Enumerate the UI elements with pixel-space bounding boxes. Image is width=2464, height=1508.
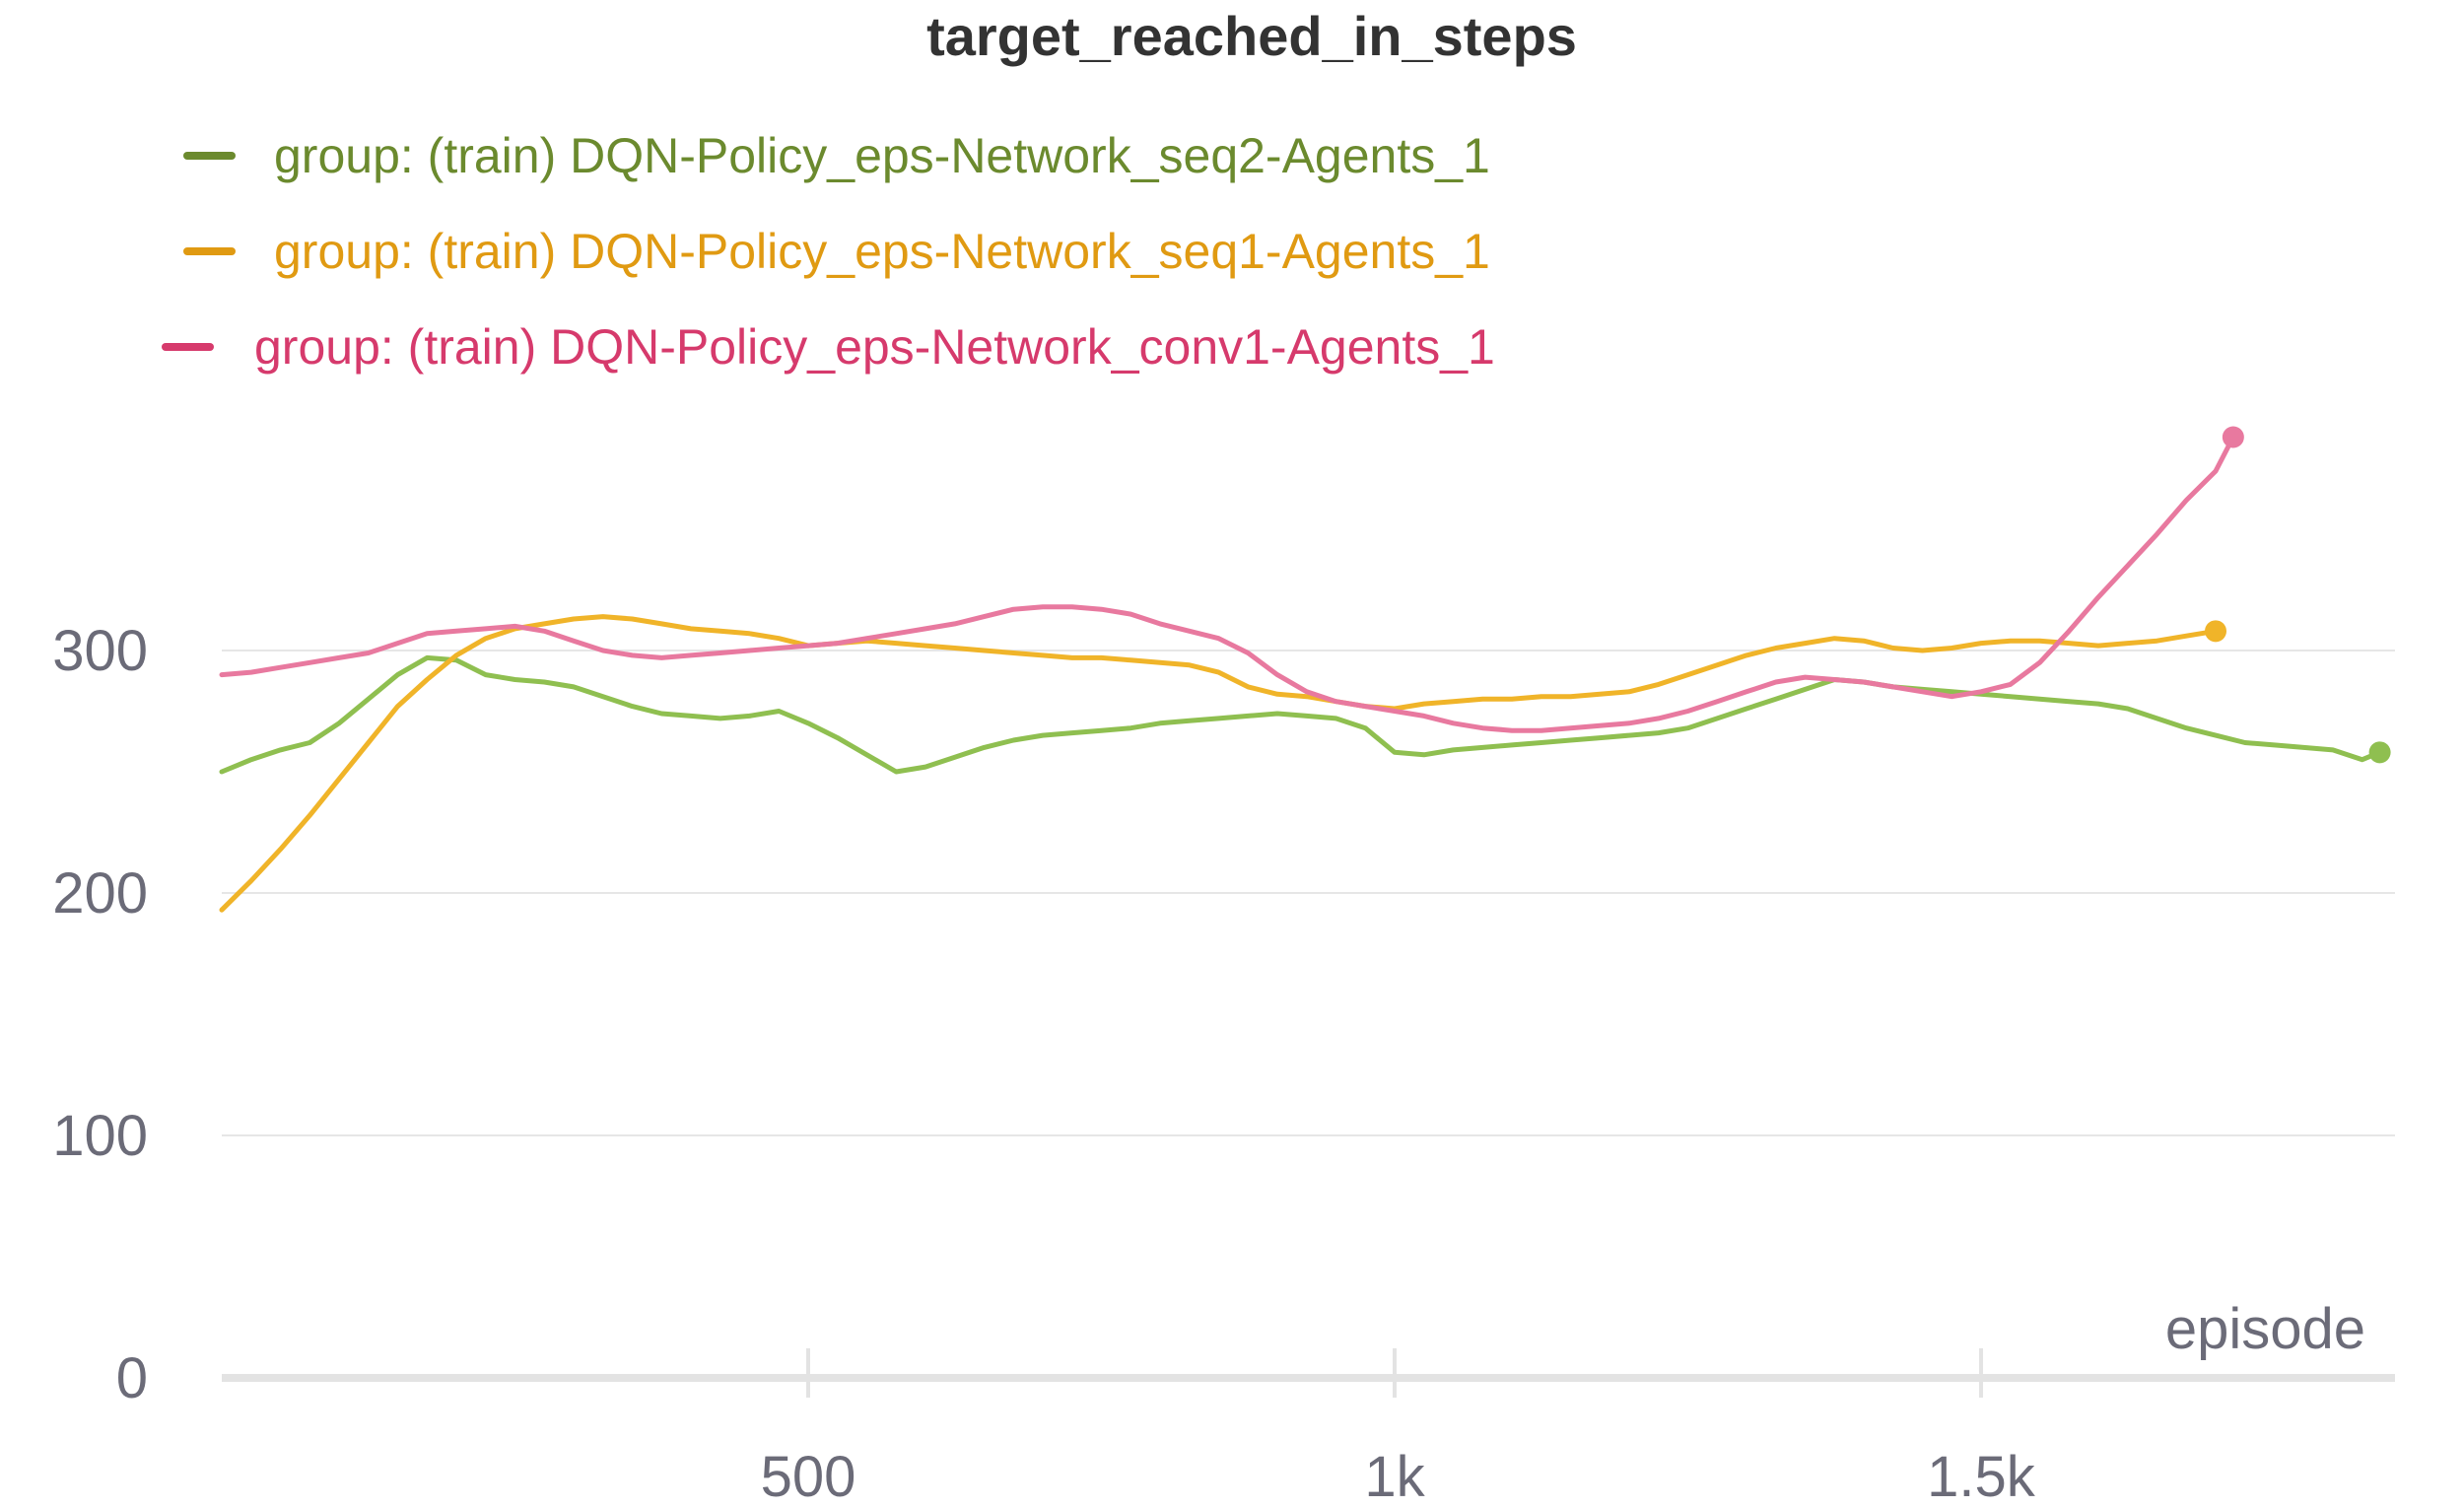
- legend-label-2: group: (train) DQN-Policy_eps-Network_co…: [254, 319, 1495, 375]
- x-tick-label: 1.5k: [1927, 1445, 2036, 1508]
- series-line-0: [219, 654, 2383, 775]
- y-axis: 0 100 200 300: [52, 619, 148, 1410]
- series-end-marker-1: [2205, 620, 2226, 643]
- series-line-1: [219, 614, 2219, 913]
- legend-label-1: group: (train) DQN-Policy_eps-Network_se…: [274, 224, 1490, 279]
- y-tick-label: 0: [116, 1346, 148, 1410]
- x-axis-label: episode: [2165, 1297, 2365, 1361]
- chart-title: target_reached_in_steps: [926, 5, 1577, 67]
- x-tick-label: 1k: [1364, 1445, 1425, 1508]
- legend-label-0: group: (train) DQN-Policy_eps-Network_se…: [274, 128, 1490, 183]
- series-end-marker-0: [2368, 741, 2391, 764]
- y-tick-label: 200: [52, 861, 148, 925]
- grid: [222, 650, 2395, 1136]
- x-tick-label: 500: [761, 1445, 856, 1508]
- y-tick-label: 300: [52, 619, 148, 683]
- series-end-marker-2: [2222, 426, 2244, 448]
- y-tick-label: 100: [52, 1104, 148, 1168]
- legend: group: (train) DQN-Policy_eps-Network_se…: [162, 128, 1495, 375]
- series-line-2: [219, 435, 2236, 733]
- x-axis: 500 1k 1.5k: [222, 1348, 2395, 1508]
- series-layer: [219, 426, 2391, 913]
